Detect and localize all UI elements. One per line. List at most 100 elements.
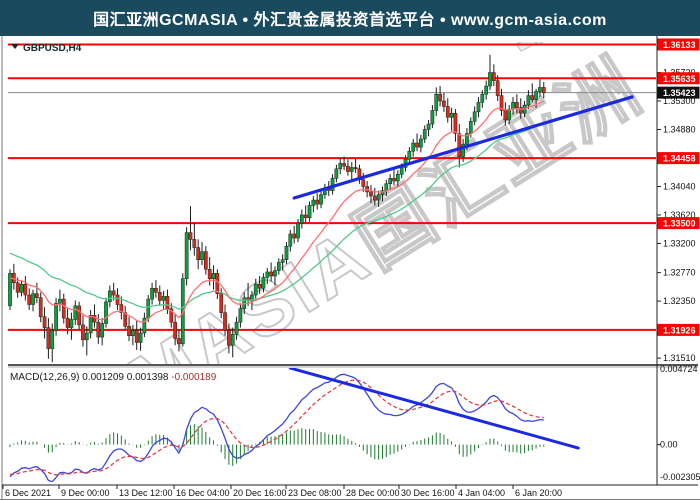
candle-body (273, 270, 277, 277)
price-tick-label: 1.33620 (663, 210, 696, 220)
candle-body (23, 283, 28, 296)
candle-body (507, 108, 512, 121)
candle-body (96, 321, 101, 338)
candle-body (223, 312, 227, 331)
candle-body (511, 102, 515, 110)
price-tick-label: 1.32770 (663, 268, 696, 278)
candles-layer (8, 54, 546, 363)
candle-body (430, 110, 435, 125)
candle-body (61, 298, 66, 319)
trendline-main[interactable] (292, 95, 634, 200)
level-box-bg (657, 72, 700, 85)
candle-body (107, 290, 112, 303)
candle-body (311, 199, 316, 206)
candle-body (449, 112, 454, 118)
level-box-bg (657, 152, 700, 165)
candle-body (319, 194, 323, 205)
candle-body (173, 321, 177, 339)
candle-body (292, 233, 297, 239)
symbol-dropdown-icon[interactable] (11, 44, 19, 49)
candle-body (188, 232, 193, 240)
candle-body (399, 167, 404, 175)
candle-body (42, 316, 47, 328)
candle-body (534, 91, 538, 100)
candle-body (134, 330, 139, 343)
candle-body (58, 298, 62, 304)
candle-body (495, 80, 500, 96)
macd-panel[interactable] (9, 368, 580, 482)
candle-body (19, 283, 24, 293)
candle-body (196, 247, 201, 260)
candle-body (468, 121, 473, 134)
candle-body (538, 87, 542, 92)
candle-body (100, 323, 105, 338)
candle-body (388, 178, 393, 185)
candle-body (157, 292, 162, 301)
candle-body (284, 245, 289, 260)
candle-body (138, 332, 143, 343)
candle-body (361, 179, 366, 187)
candle-body (346, 165, 350, 172)
time-tick-label: 30 Dec 16:00 (401, 488, 455, 498)
time-tick-label: 6 Jan 20:00 (515, 488, 562, 498)
level-price-box: 1.31926 (657, 323, 700, 336)
candle-body (276, 262, 281, 271)
candle-body (192, 239, 197, 248)
candle-body (369, 191, 373, 197)
candle-body (453, 112, 458, 134)
candle-body (165, 296, 170, 309)
candle-body (503, 110, 508, 121)
candle-body (146, 298, 151, 319)
candle-body (115, 294, 120, 305)
candle-body (330, 178, 335, 191)
level-price-box: 1.35635 (657, 72, 700, 85)
time-axis[interactable]: 6 Dec 2021 9 Dec 00:00 13 Dec 12:00 16 Dec … (2, 485, 562, 498)
candle-body (50, 330, 55, 349)
macd-signal-line (9, 379, 544, 476)
trendline-macd[interactable] (288, 368, 580, 450)
candle-body (150, 287, 154, 300)
time-tick-label: 20 Dec 16:00 (233, 488, 287, 498)
candle-body (104, 301, 108, 324)
price-tick-label: 1.34880 (663, 124, 696, 134)
candle-body (296, 222, 300, 239)
candle-body (211, 273, 216, 279)
level-box-bg (657, 217, 700, 230)
candle-body (88, 315, 93, 334)
level-box-bg (657, 323, 700, 336)
macd-axis[interactable]: 0.004724 0.00 -0.002305 (657, 364, 700, 482)
candle-body (457, 133, 462, 157)
chart-plot-area[interactable] (8, 42, 657, 485)
candle-body (257, 283, 262, 289)
price-tick-label: 1.32350 (663, 296, 696, 306)
candle-body (27, 294, 32, 305)
candle-body (269, 271, 273, 277)
macd-main-line (9, 373, 544, 482)
candle-body (299, 214, 304, 224)
candle-body (307, 205, 312, 218)
candle-body (515, 102, 519, 109)
candle-body (530, 95, 535, 100)
candle-body (169, 308, 174, 323)
candle-body (38, 297, 43, 317)
candle-body (422, 129, 427, 140)
current-box-bg (657, 86, 700, 99)
candle-body (142, 317, 147, 334)
candle-body (46, 327, 51, 349)
candle-body (384, 183, 389, 191)
level-price-box: 1.33500 (657, 217, 700, 230)
macd-scale-top: 0.004724 (660, 364, 698, 374)
time-tick-label: 28 Dec 00:00 (346, 488, 400, 498)
candle-body (203, 251, 208, 270)
candle-body (472, 111, 477, 122)
candle-body (480, 93, 485, 103)
candle-body (288, 233, 293, 247)
level-box-label: 1.36133 (663, 40, 696, 50)
candle-body (434, 93, 439, 111)
candle-body (261, 277, 266, 289)
level-price-box: 1.34458 (657, 152, 700, 165)
candle-body (81, 324, 85, 341)
candle-body (461, 144, 465, 157)
